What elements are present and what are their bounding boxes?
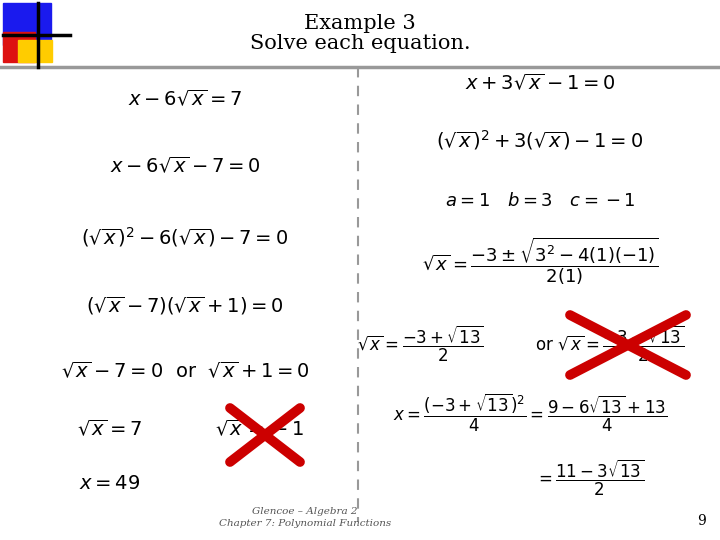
Text: Glencoe – Algebra 2: Glencoe – Algebra 2 xyxy=(252,507,358,516)
Text: $=\dfrac{11-3\sqrt{13}}{2}$: $=\dfrac{11-3\sqrt{13}}{2}$ xyxy=(535,458,644,498)
Text: $a=1\quad b=3\quad c=-1$: $a=1\quad b=3\quad c=-1$ xyxy=(445,192,635,210)
Text: Chapter 7: Polynomial Functions: Chapter 7: Polynomial Functions xyxy=(219,519,391,528)
Text: $\sqrt{x}=7$: $\sqrt{x}=7$ xyxy=(77,418,143,438)
Text: $\sqrt{x}=-1$: $\sqrt{x}=-1$ xyxy=(215,418,305,438)
Text: $x+3\sqrt{x}-1=0$: $x+3\sqrt{x}-1=0$ xyxy=(465,72,615,93)
Text: $x=\dfrac{\left(-3+\sqrt{13}\right)^2}{4}=\dfrac{9-6\sqrt{13}+13}{4}$: $x=\dfrac{\left(-3+\sqrt{13}\right)^2}{4… xyxy=(393,392,667,434)
Text: $\left(\sqrt{x}\right)^2+3\left(\sqrt{x}\right)-1=0$: $\left(\sqrt{x}\right)^2+3\left(\sqrt{x}… xyxy=(436,128,644,152)
Text: $\left(\sqrt{x}\right)^2-6\left(\sqrt{x}\right)-7=0$: $\left(\sqrt{x}\right)^2-6\left(\sqrt{x}… xyxy=(81,225,289,249)
Text: Solve each equation.: Solve each equation. xyxy=(250,34,470,53)
Text: $\sqrt{x}=\dfrac{-3+\sqrt{13}}{2}$: $\sqrt{x}=\dfrac{-3+\sqrt{13}}{2}$ xyxy=(356,324,483,364)
Text: Example 3: Example 3 xyxy=(304,14,416,33)
Text: $\sqrt{x}=\dfrac{-3\pm\sqrt{3^2-4(1)(-1)}}{2(1)}$: $\sqrt{x}=\dfrac{-3\pm\sqrt{3^2-4(1)(-1)… xyxy=(421,235,659,287)
Text: $\mathrm{or}\ \sqrt{x}=\dfrac{-3-\sqrt{13}}{2}$: $\mathrm{or}\ \sqrt{x}=\dfrac{-3-\sqrt{1… xyxy=(536,324,685,364)
Text: $x=49$: $x=49$ xyxy=(79,475,140,493)
Bar xyxy=(18,40,52,62)
Text: 9: 9 xyxy=(698,514,706,528)
Bar xyxy=(3,3,51,45)
Bar xyxy=(3,32,35,62)
Text: $x-6\sqrt{x}-7=0$: $x-6\sqrt{x}-7=0$ xyxy=(109,155,260,176)
Text: $\sqrt{x}-7=0\ \ \mathrm{or}\ \ \sqrt{x}+1=0$: $\sqrt{x}-7=0\ \ \mathrm{or}\ \ \sqrt{x}… xyxy=(60,360,310,381)
Text: $x-6\sqrt{x}=7$: $x-6\sqrt{x}=7$ xyxy=(128,88,242,109)
Text: $\left(\sqrt{x}-7\right)\left(\sqrt{x}+1\right)=0$: $\left(\sqrt{x}-7\right)\left(\sqrt{x}+1… xyxy=(86,295,284,317)
